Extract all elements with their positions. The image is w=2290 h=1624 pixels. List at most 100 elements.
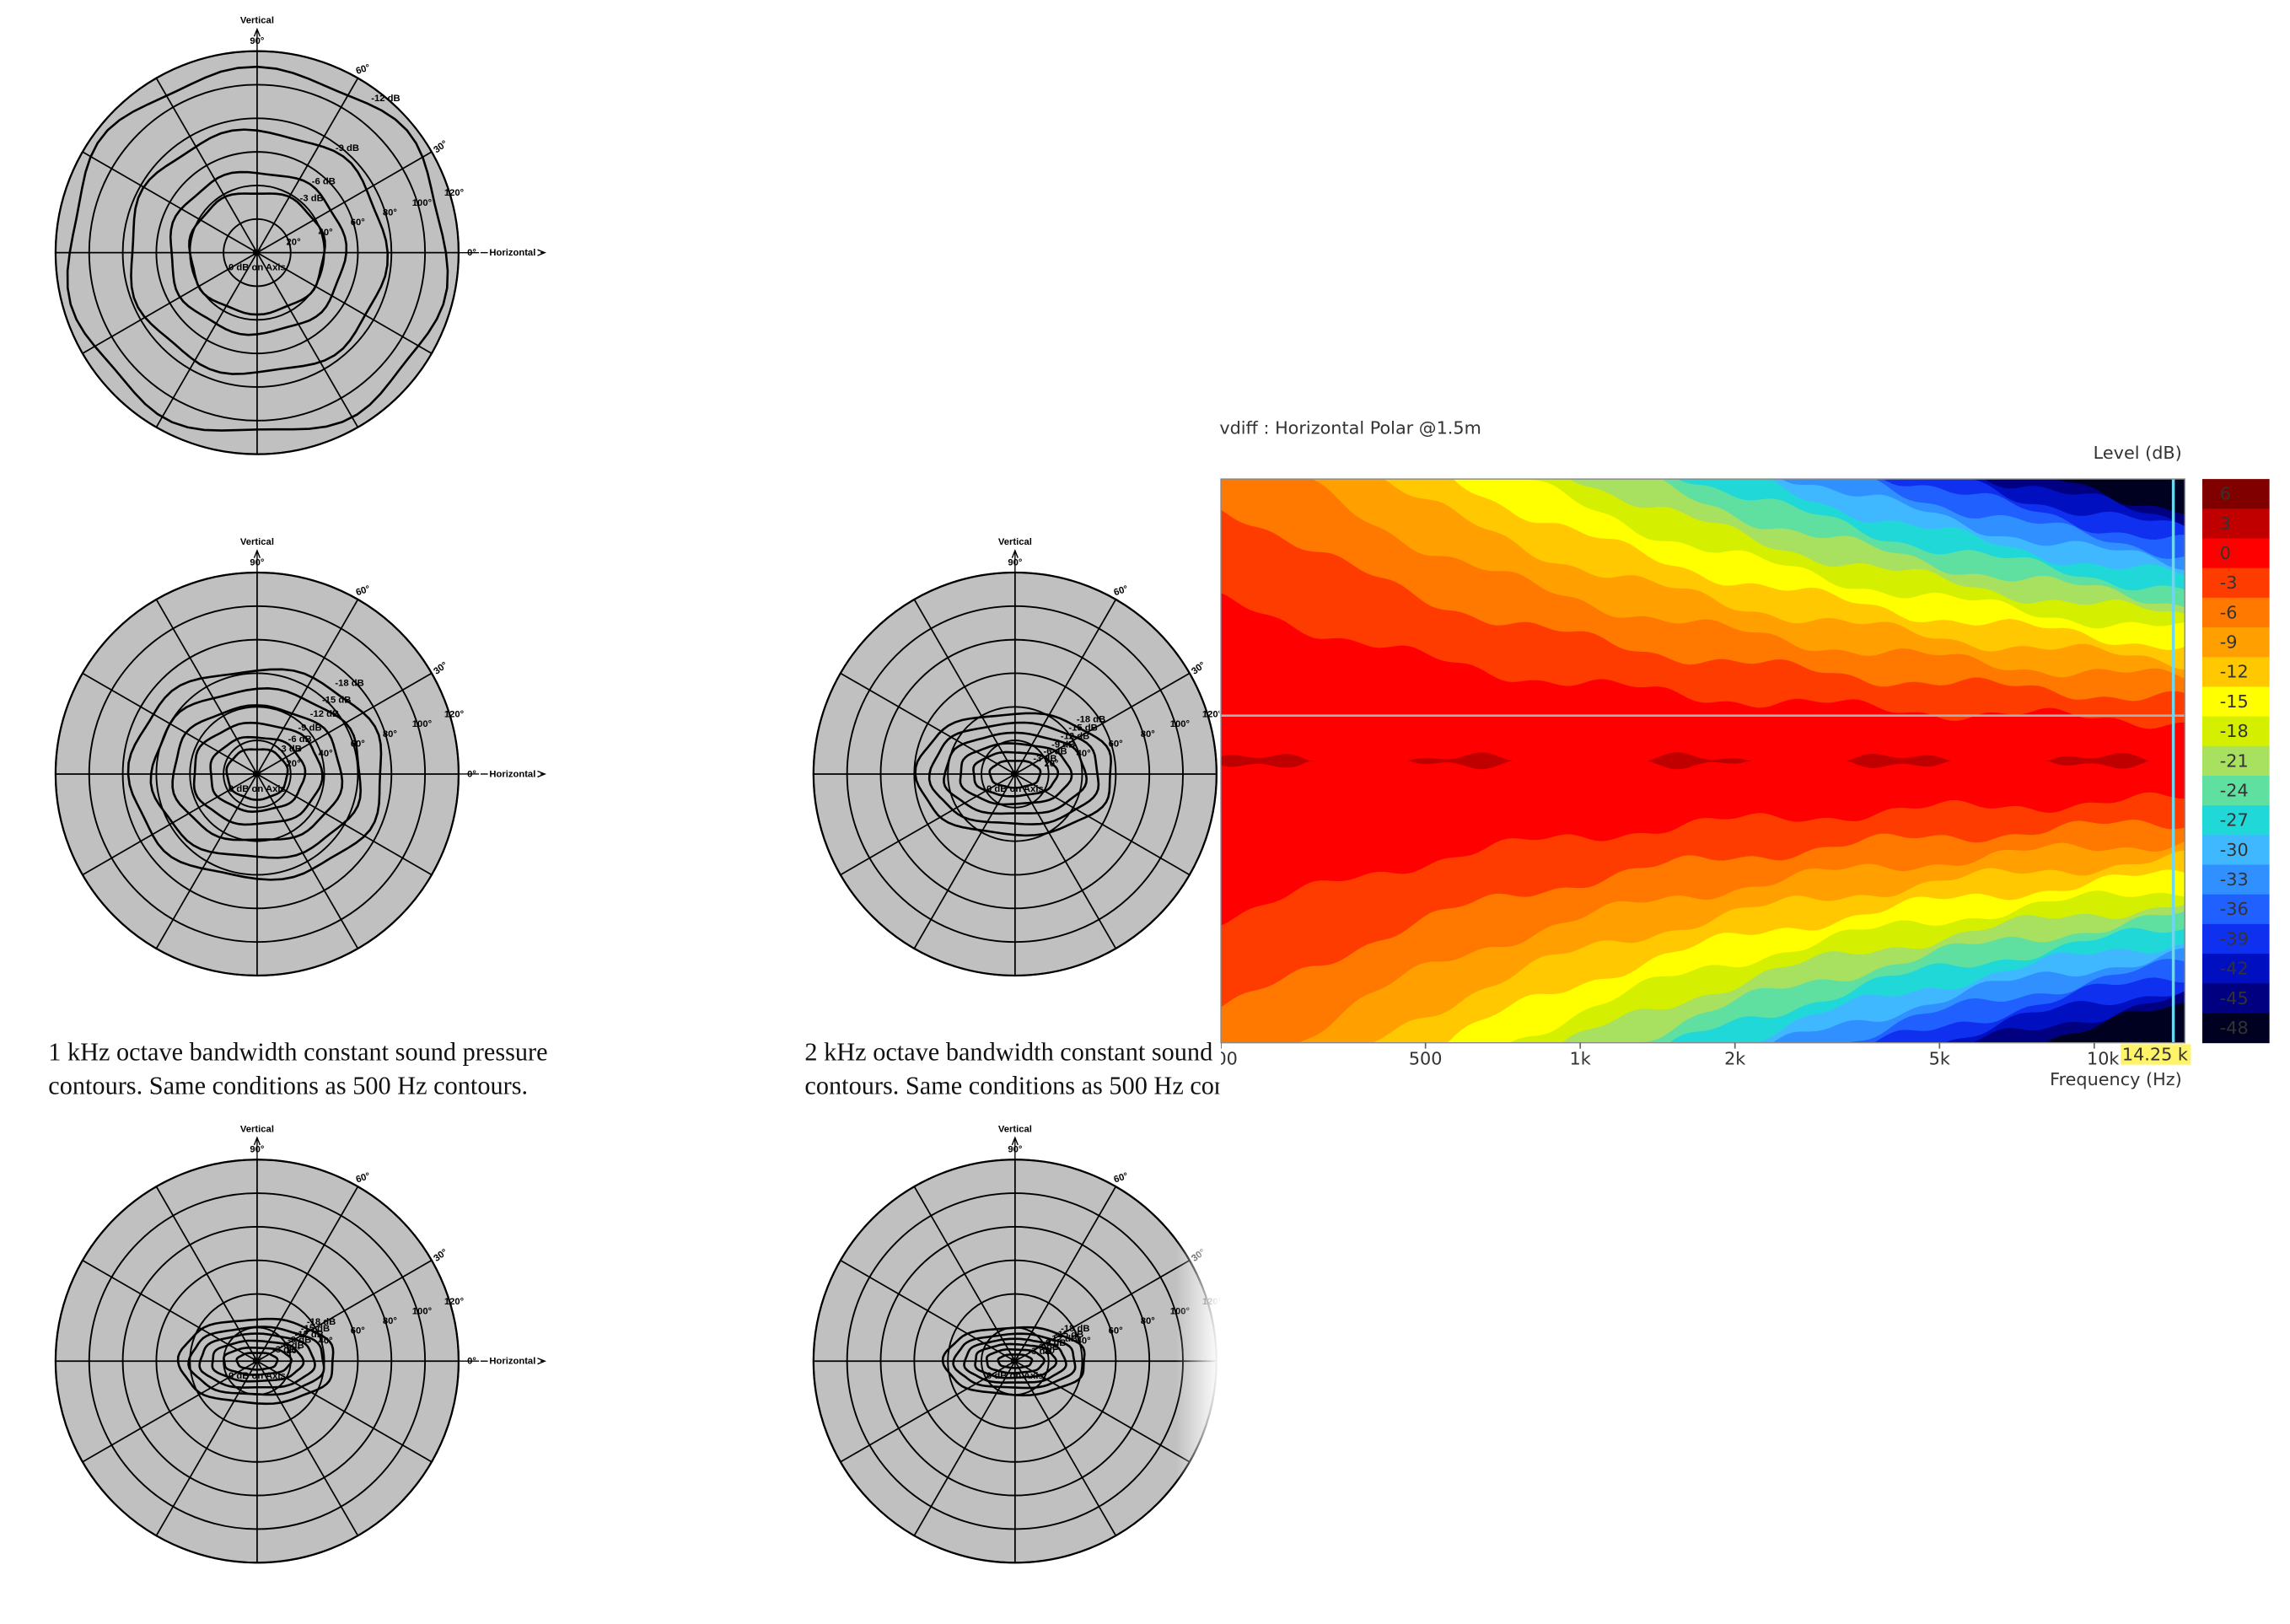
horizontal-label: Horizontal bbox=[489, 1357, 535, 1367]
x-tick-label: 500 bbox=[1409, 1049, 1443, 1069]
vertical-arrow bbox=[253, 27, 261, 37]
colorbar-label: -27 bbox=[2220, 810, 2249, 831]
contour-line bbox=[963, 1337, 1067, 1384]
contour-label: -3 dB bbox=[272, 1345, 296, 1355]
horizontal-arrow bbox=[537, 1358, 547, 1365]
horizontal-arrow bbox=[537, 770, 547, 778]
ring-label: 60° bbox=[1109, 1326, 1124, 1336]
contour-line bbox=[927, 721, 1100, 825]
spoke-label: 30° bbox=[1190, 660, 1207, 677]
polar-spoke bbox=[155, 1360, 258, 1536]
horizontal-label: Horizontal bbox=[489, 769, 535, 779]
ring-label: 100° bbox=[412, 719, 433, 729]
polar-spoke bbox=[840, 1259, 1016, 1362]
polar-spoke bbox=[155, 78, 258, 254]
polar-spoke bbox=[256, 599, 359, 775]
polar-spoke bbox=[913, 1360, 1016, 1536]
contour-line bbox=[985, 1347, 1046, 1374]
contour-line bbox=[974, 1342, 1057, 1379]
spoke-label: 60° bbox=[1113, 583, 1130, 598]
center-label: 0° bbox=[253, 1357, 262, 1367]
colorbar-label: -6 bbox=[2220, 602, 2238, 622]
polar-spoke bbox=[1014, 1186, 1117, 1362]
horizontal-label: Horizontal bbox=[489, 248, 535, 258]
vertical-label: Vertical bbox=[240, 16, 274, 26]
polar-spoke bbox=[155, 1186, 258, 1362]
vertical-arrow bbox=[253, 1136, 261, 1146]
contour-line bbox=[223, 1347, 293, 1376]
polar-chart: 20°40°60°80°100°120°90°60°30°0°VerticalH… bbox=[54, 16, 547, 455]
colorbar-label: 3 bbox=[2220, 514, 2231, 534]
colorbar-cell bbox=[2201, 864, 2270, 895]
colorbar-cell bbox=[2201, 686, 2270, 718]
contour-line bbox=[914, 712, 1112, 837]
contour-line bbox=[235, 1352, 279, 1371]
colorbar-label: -9 bbox=[2220, 632, 2238, 653]
polar-spoke bbox=[256, 773, 359, 949]
polar-chart: 20°40°60°80°100°120°90°60°30°0°VerticalH… bbox=[54, 537, 547, 977]
colorbar-cell bbox=[2201, 954, 2270, 984]
ring-label: 80° bbox=[1141, 729, 1156, 739]
colorbar-label: -45 bbox=[2220, 988, 2249, 1008]
ring-label: 80° bbox=[1141, 1316, 1156, 1326]
contour-line bbox=[126, 668, 383, 881]
contour-line bbox=[997, 1353, 1034, 1369]
ring-label: 20° bbox=[287, 759, 302, 769]
polar-spoke bbox=[256, 1360, 359, 1536]
polar-spoke bbox=[256, 1186, 359, 1362]
caption-line: contours. Same conditions as 500 Hz cont… bbox=[804, 1071, 1284, 1100]
contour-line bbox=[988, 760, 1042, 789]
contour-line bbox=[972, 750, 1060, 798]
contour-label: -18 dB bbox=[1077, 714, 1105, 724]
ring-label: 120° bbox=[444, 710, 465, 720]
contour-line bbox=[211, 1339, 305, 1383]
contour-line bbox=[209, 735, 307, 813]
ring-label: 120° bbox=[444, 188, 465, 198]
level-band bbox=[1221, 752, 2185, 770]
x-axis-label: Frequency (Hz) bbox=[2050, 1069, 2182, 1089]
on-axis-label: 0 dB on Axis bbox=[986, 784, 1044, 794]
colorbar-cell bbox=[2201, 923, 2270, 955]
x-tick-label: 5k bbox=[1929, 1049, 1950, 1069]
ring-label: 40° bbox=[319, 749, 334, 759]
contour-label: -12 dB bbox=[371, 94, 400, 104]
colorbar-cell bbox=[2201, 835, 2270, 866]
ring-label: 60° bbox=[351, 218, 366, 228]
on-axis-label: 0 dB on Axis bbox=[986, 1371, 1044, 1381]
edge-fade bbox=[1175, 1110, 1220, 1624]
polar-spoke bbox=[1014, 1360, 1117, 1536]
colorbar-cell bbox=[2201, 894, 2270, 925]
colorbar-label: -39 bbox=[2220, 928, 2249, 949]
polar-chart: 20°40°60°80°100°120°90°60°30°Vertical-3 … bbox=[812, 1124, 1223, 1564]
polar-chart: 20°40°60°80°100°120°90°60°30°Vertical-3 … bbox=[812, 537, 1223, 977]
contour-line bbox=[941, 1326, 1086, 1397]
contour-label: -15 dB bbox=[301, 1324, 330, 1334]
spoke-label: 30° bbox=[432, 660, 449, 677]
heatmap-title: vdiff : Horizontal Polar @1.5m bbox=[1219, 417, 1481, 438]
x-tick-label: 1k bbox=[1570, 1049, 1591, 1069]
colorbar-cell bbox=[2201, 716, 2270, 747]
contour-line bbox=[192, 721, 324, 826]
colorbar-cell bbox=[2201, 508, 2270, 539]
center-label: 0° bbox=[253, 248, 262, 258]
polar-spoke bbox=[155, 599, 258, 775]
polar-spoke bbox=[256, 251, 433, 354]
contour-line bbox=[176, 1317, 335, 1406]
polar-spoke bbox=[256, 773, 433, 876]
colorbar-label: -21 bbox=[2220, 750, 2249, 771]
contour-label: -9 dB bbox=[1051, 739, 1075, 750]
ring-label: 80° bbox=[383, 1316, 398, 1326]
ring-label: 60° bbox=[351, 739, 366, 749]
colorbar-cell bbox=[2201, 983, 2270, 1014]
cursor-label: 14.25 k bbox=[2122, 1044, 2188, 1064]
spoke-label: 60° bbox=[355, 62, 372, 77]
colorbar-label: -18 bbox=[2220, 721, 2249, 741]
vertical-arrow bbox=[1011, 549, 1019, 558]
ring-label: 80° bbox=[383, 729, 398, 739]
colorbar-cell bbox=[2201, 775, 2270, 806]
polar-spoke bbox=[256, 78, 359, 254]
ring-label: 20° bbox=[287, 237, 302, 247]
contour-label: -9 dB bbox=[298, 723, 322, 734]
